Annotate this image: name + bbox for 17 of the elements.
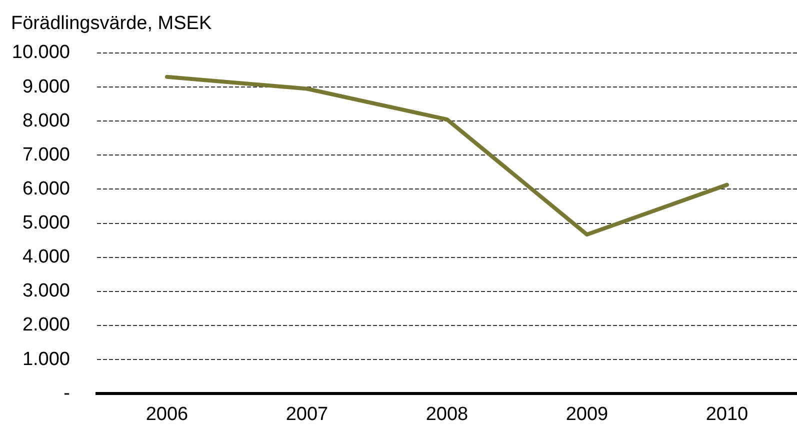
y-tick-label: 10.000 xyxy=(12,42,70,64)
chart-title: Förädlingsvärde, MSEK xyxy=(11,13,212,34)
x-tick-label: 2010 xyxy=(706,404,748,426)
y-tick-label: 4.000 xyxy=(22,246,70,268)
x-tick-label: 2006 xyxy=(146,404,188,426)
y-tick-label: - xyxy=(64,382,70,404)
y-tick-label: 3.000 xyxy=(22,280,70,302)
y-tick-label: 7.000 xyxy=(22,144,70,166)
x-tick-label: 2008 xyxy=(426,404,468,426)
y-tick-label: 9.000 xyxy=(22,76,70,98)
x-tick-label: 2009 xyxy=(566,404,608,426)
y-tick-label: 6.000 xyxy=(22,178,70,200)
x-tick-label: 2007 xyxy=(286,404,328,426)
y-tick-label: 8.000 xyxy=(22,110,70,132)
y-tick-label: 2.000 xyxy=(22,314,70,336)
y-tick-label: 1.000 xyxy=(22,348,70,370)
y-tick-label: 5.000 xyxy=(22,212,70,234)
